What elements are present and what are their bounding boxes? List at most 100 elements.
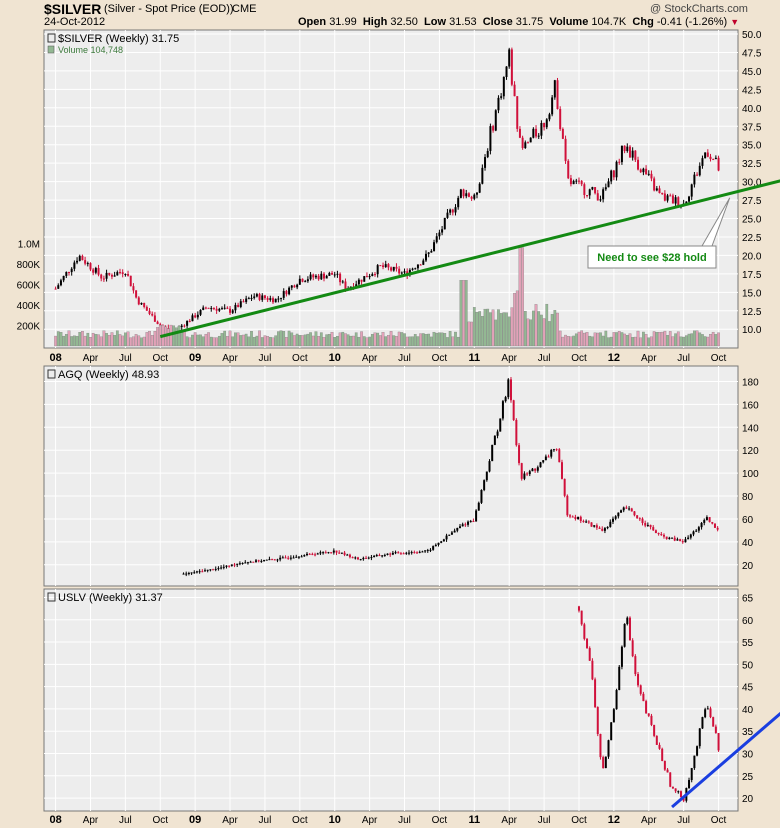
candle-body [316,553,319,555]
candle-body [696,174,699,176]
candle-body [698,165,701,176]
candle-body [601,528,604,531]
candle-body [335,550,338,553]
candle-body [671,537,674,539]
candle-body [693,755,696,769]
candle-body [614,516,617,519]
candle-body [292,557,295,559]
candle-body [190,572,193,574]
candle-body [512,400,515,420]
candle-body [628,146,631,158]
volume-bar [566,336,570,347]
x-tick-label: Oct [711,353,727,364]
candle-body [714,726,717,734]
candle-body [300,556,303,558]
candle-body [394,552,397,554]
candle-body [552,449,555,451]
candle-body [537,135,540,137]
volume-bar [532,310,535,347]
volume-bar [526,318,530,347]
x-tick-label: 12 [608,352,620,364]
candle-body [634,150,637,160]
volume-bar [593,332,597,347]
volume-bar [228,330,232,347]
candle-body [242,301,245,303]
candle-body [639,169,642,173]
volume-tick-label: 400K [17,301,41,312]
candle-body [368,275,371,278]
candle-body [652,527,655,531]
candle-body [231,310,234,313]
volume-bar [83,335,87,347]
candle-body [148,310,151,314]
candle-body [86,263,89,265]
candle-body [194,315,197,318]
candle-body [407,552,410,554]
x-tick-label: Apr [222,815,238,826]
x-tick-label: 12 [608,814,620,826]
volume-bar [408,336,412,347]
volume-bar [682,336,686,347]
candle-body [296,284,299,288]
volume-bar [572,335,575,347]
candle-body [485,471,488,481]
candle-body [54,288,57,290]
volume-bar [317,336,320,347]
candle-body [610,722,613,741]
volume-bar [550,314,554,347]
volume-bar [89,336,92,347]
candle-body [695,530,698,532]
volume-bar [107,335,111,347]
volume-bar [193,332,197,347]
volume-legend-swatch [47,45,55,54]
candle-body [129,275,132,287]
trendline [671,711,780,809]
candle-body [642,693,645,702]
candle-body [276,559,279,561]
candle-body [540,122,543,136]
volume-bar [542,318,546,347]
candle-body [288,287,291,295]
candle-body [443,217,446,230]
candle-body [645,701,648,714]
volume-bar [226,336,229,347]
x-tick-label: Apr [362,353,378,364]
volume-bar [663,330,667,347]
candle-body [116,272,119,276]
y-tick-label: 30.0 [742,178,762,189]
candle-body [68,271,71,273]
volume-bar [220,333,224,347]
candle-body [574,516,577,520]
volume-bar [695,330,699,347]
candle-body [478,183,481,193]
candle-body [653,178,656,191]
y-tick-label: 180 [742,377,759,388]
candle-body [62,275,65,281]
y-tick-label: 20.0 [742,251,762,262]
volume-bar [341,331,345,347]
candle-body [382,265,385,268]
volume-bar [438,332,441,347]
candle-body [234,304,237,311]
volume-bar [124,332,127,347]
candle-body [226,307,229,309]
candle-body [528,471,531,475]
volume-bar [105,333,108,347]
candle-body [59,280,62,286]
volume-bar [319,332,323,347]
volume-bar [344,333,347,347]
y-tick-label: 140 [742,423,759,434]
candle-body [531,468,534,472]
candle-body [655,188,658,191]
candle-body [448,534,451,536]
volume-bar [121,335,125,347]
volume-bar [607,337,610,347]
candle-body [644,523,647,526]
candle-body [631,640,634,657]
candle-body [465,193,468,197]
candle-body [467,193,470,197]
candle-body [375,555,378,557]
candle-body [203,570,206,572]
y-tick-label: 20 [742,794,754,805]
volume-bar [285,337,288,347]
